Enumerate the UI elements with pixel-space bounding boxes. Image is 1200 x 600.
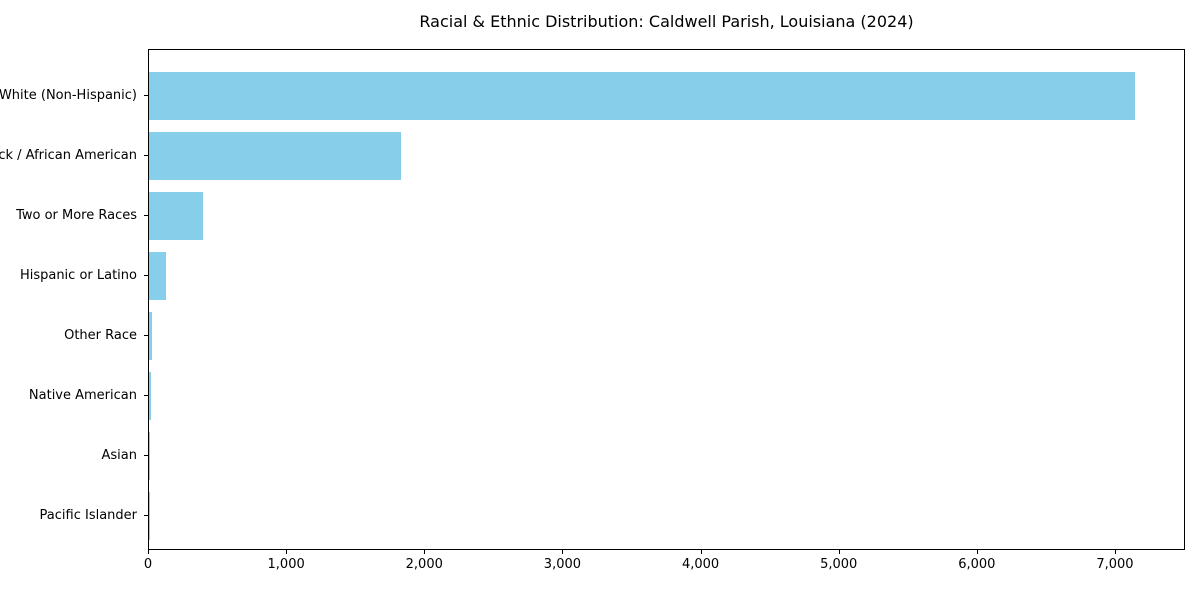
y-tick-row: Pacific Islander (0, 485, 148, 545)
bar-row (149, 126, 1184, 186)
x-tick-mark (286, 550, 288, 554)
bars-layer (149, 50, 1184, 549)
y-tick-row: Other Race (0, 305, 148, 365)
y-tick-label: Native American (28, 387, 137, 403)
x-tick-mark (700, 550, 702, 554)
y-tick-label: Black / African American (0, 147, 137, 163)
bar (149, 432, 151, 480)
x-tick-label: 5,000 (820, 557, 858, 572)
y-tick-mark (144, 335, 148, 336)
bar-row (149, 366, 1184, 426)
y-tick-label: Two or More Races (16, 207, 137, 223)
x-tick-label: 7,000 (1096, 557, 1134, 572)
bar-row (149, 486, 1184, 546)
y-axis: White (Non-Hispanic) Black / African Amer… (0, 49, 148, 550)
y-tick-row: Native American (0, 365, 148, 425)
y-tick-row: White (Non-Hispanic) (0, 65, 148, 125)
y-tick-row: Asian (0, 425, 148, 485)
x-tick-label: 4,000 (681, 557, 720, 572)
y-tick-row: Black / African American (0, 125, 148, 185)
y-tick-label: White (Non-Hispanic) (0, 87, 137, 103)
bar-row (149, 246, 1184, 306)
bar (149, 252, 167, 300)
bar-row (149, 426, 1184, 486)
x-tick-mark (424, 550, 426, 554)
bar-row (149, 306, 1184, 366)
plot-area (148, 49, 1185, 550)
y-tick-mark (144, 155, 148, 156)
x-tick-label: 6,000 (958, 557, 996, 572)
y-tick-mark (144, 395, 148, 396)
y-tick-label: Other Race (64, 327, 137, 343)
bar (149, 372, 151, 420)
x-tick-label: 1,000 (267, 557, 305, 572)
y-tick-mark (144, 95, 148, 96)
x-tick-mark (1114, 550, 1116, 554)
bar-row (149, 66, 1184, 126)
chart-title: Racial & Ethnic Distribution: Caldwell P… (419, 12, 914, 31)
y-tick-label: Pacific Islander (39, 507, 137, 523)
x-tick-mark (148, 550, 149, 554)
bar (149, 132, 402, 180)
bar (149, 192, 203, 240)
x-tick-label: 2,000 (405, 557, 443, 572)
y-tick-mark (144, 515, 148, 516)
x-axis: 0 1,000 2,000 3,000 4,000 5,000 6,000 7,000 (144, 550, 1185, 580)
y-tick-label: Asian (101, 447, 137, 463)
x-tick-mark (976, 550, 978, 554)
y-tick-mark (144, 215, 148, 216)
y-tick-mark (144, 455, 148, 456)
x-tick-mark (562, 550, 564, 554)
bar (149, 312, 153, 360)
bar (149, 72, 1135, 120)
y-tick-mark (144, 275, 148, 276)
y-tick-label: Hispanic or Latino (19, 267, 137, 283)
bar-row (149, 186, 1184, 246)
x-tick-mark (838, 550, 840, 554)
y-tick-row: Hispanic or Latino (0, 245, 148, 305)
y-tick-row: Two or More Races (0, 185, 148, 245)
x-tick-label: 0 (143, 557, 153, 572)
x-tick-label: 3,000 (543, 557, 582, 572)
